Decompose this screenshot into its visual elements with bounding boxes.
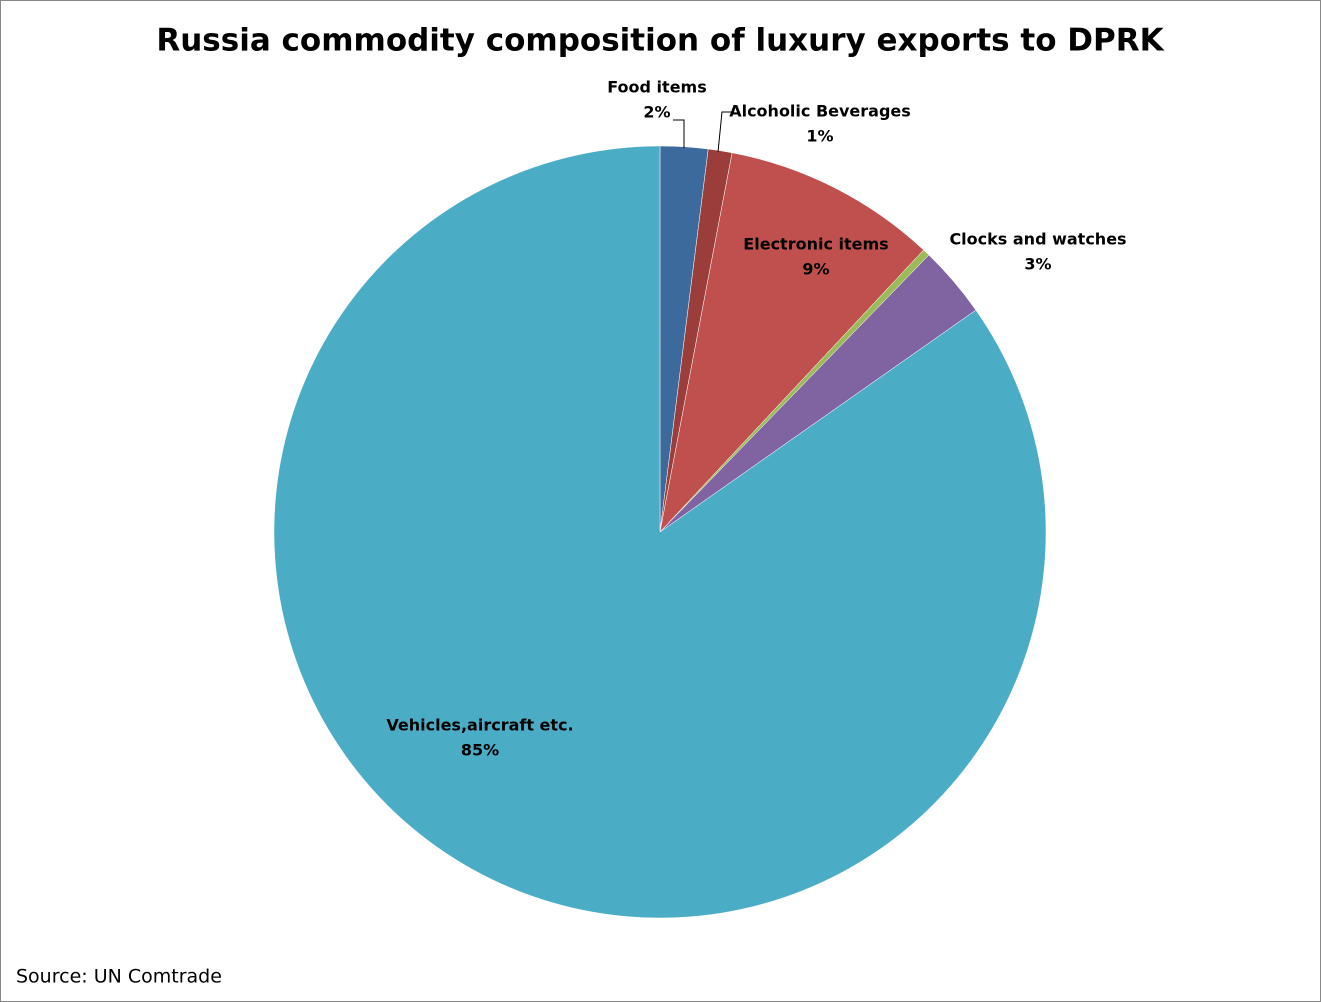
leader-line <box>717 111 732 153</box>
slice-label: Electronic items <box>743 235 888 254</box>
slice-label: Food items <box>607 78 706 97</box>
slice-label: Vehicles,aircraft etc. <box>386 716 573 735</box>
chart-title: Russia commodity composition of luxury e… <box>156 23 1164 59</box>
slice-value-label: 2% <box>643 103 670 122</box>
slice-label: Alcoholic Beverages <box>729 102 911 121</box>
pie-slice <box>659 152 924 533</box>
slice-value-label: 9% <box>802 260 829 279</box>
slice-value-label: 3% <box>1024 255 1051 274</box>
slice-value-label: 1% <box>806 127 833 146</box>
slice-label: Clocks and watches <box>949 230 1126 249</box>
pie-slice <box>273 145 1047 919</box>
source-note: Source: UN Comtrade <box>16 966 222 988</box>
leader-line <box>673 119 685 148</box>
slice-value-label: 85% <box>461 741 499 760</box>
